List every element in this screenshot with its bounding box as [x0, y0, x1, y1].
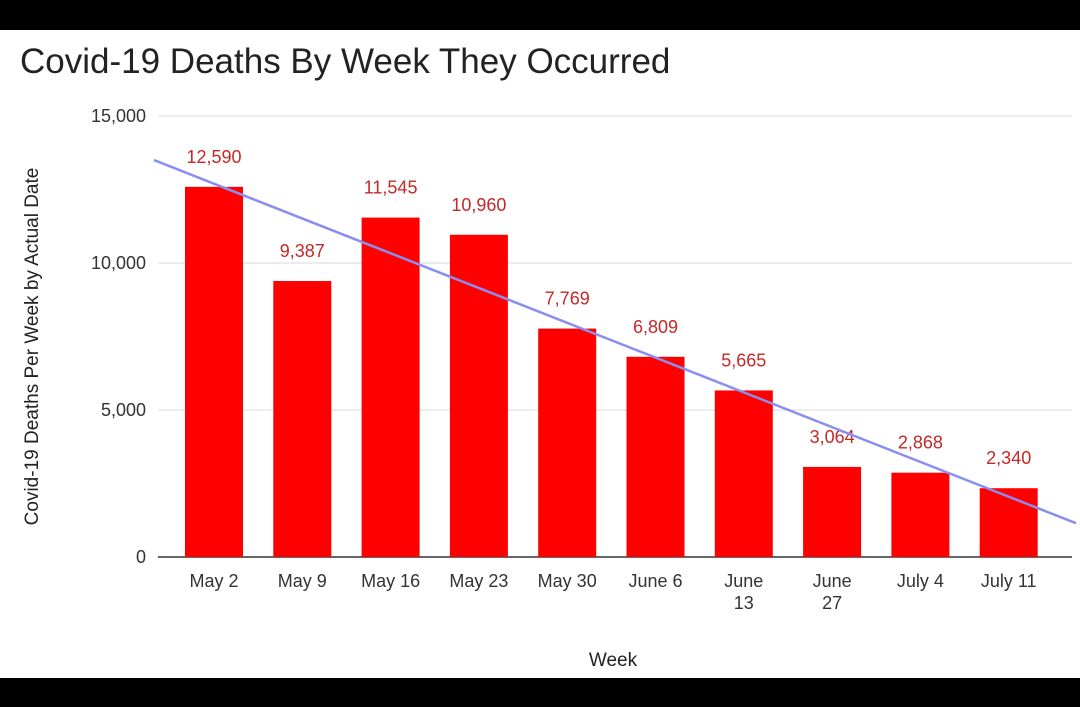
bar: [891, 472, 950, 557]
x-tick-label: July 4: [897, 571, 944, 591]
x-tick-label: June 6: [628, 571, 682, 591]
data-label: 3,064: [810, 427, 855, 447]
chart-title: Covid-19 Deaths By Week They Occurred: [20, 42, 671, 81]
data-label: 6,809: [633, 317, 678, 337]
x-tick-label: May 30: [538, 571, 597, 591]
bar-chart: 0 5,000 10,000 15,000 12,590 May 2 9,387 May 9 1…: [22, 106, 1077, 671]
data-label: 2,868: [898, 433, 943, 453]
x-tick-label: 13: [734, 593, 754, 613]
x-tick-label: May 16: [361, 571, 420, 591]
bar: [979, 488, 1038, 557]
y-tick-label: 15,000: [91, 106, 146, 126]
y-tick-label: 5,000: [101, 400, 146, 420]
bar: [626, 356, 685, 557]
bar: [538, 328, 597, 557]
trendline: [153, 158, 1077, 525]
data-label: 2,340: [986, 448, 1031, 468]
chart-frame: Covid-19 Deaths By Week They Occurred 0 5…: [0, 30, 1080, 678]
x-axis-label: Week: [589, 650, 638, 671]
bar: [449, 234, 508, 557]
x-tick-label: July 11: [981, 571, 1037, 591]
y-axis-label: Covid-19 Deaths Per Week by Actual Date: [22, 168, 43, 526]
data-label: 9,387: [280, 241, 325, 261]
x-tick-label: 27: [822, 593, 842, 613]
x-tick-label: June: [724, 571, 763, 591]
bar: [714, 390, 773, 557]
data-label: 10,960: [451, 195, 506, 215]
x-tick-label: May 9: [278, 571, 327, 591]
data-label: 12,590: [186, 147, 241, 167]
bar: [185, 186, 243, 557]
data-label: 11,545: [364, 178, 418, 198]
y-tick-label: 0: [136, 547, 146, 567]
bar: [273, 281, 332, 557]
data-label: 7,769: [545, 289, 590, 309]
x-tick-label: May 2: [189, 571, 238, 591]
bar: [361, 217, 420, 557]
y-tick-label: 10,000: [91, 253, 146, 273]
bar: [803, 466, 862, 557]
x-tick-label: May 23: [449, 571, 508, 591]
x-tick-label: June: [813, 571, 852, 591]
data-label: 5,665: [721, 350, 766, 370]
